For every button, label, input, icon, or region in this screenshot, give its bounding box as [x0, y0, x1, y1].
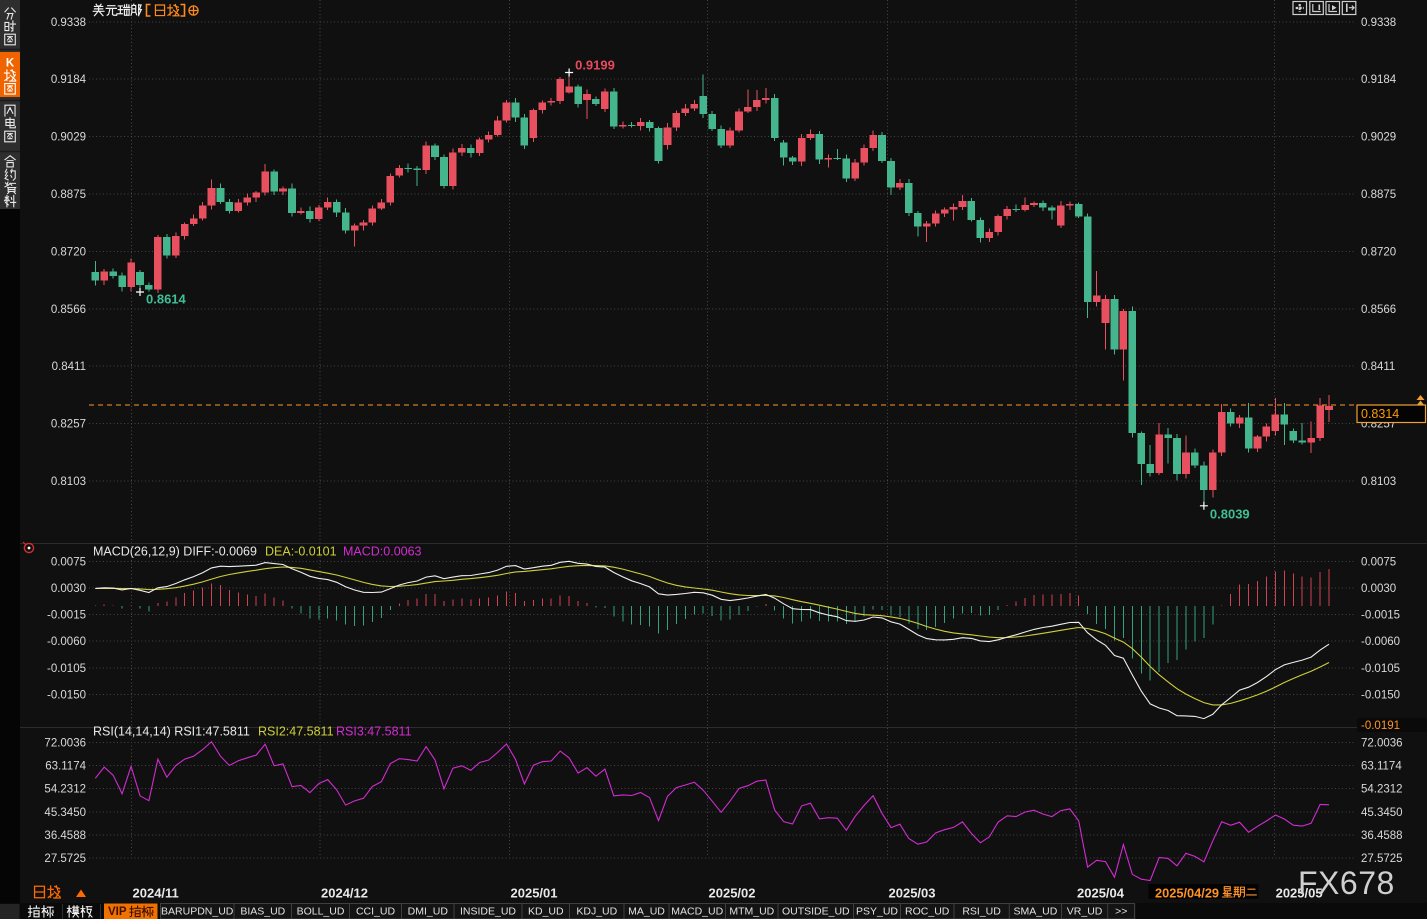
svg-text:45.3450: 45.3450 — [1361, 807, 1403, 819]
svg-text:36.4588: 36.4588 — [44, 830, 86, 842]
svg-text:63.1174: 63.1174 — [45, 761, 86, 773]
svg-text:0.9184: 0.9184 — [51, 74, 87, 86]
svg-text:KDJ_UD: KDJ_UD — [576, 906, 617, 918]
svg-text:K: K — [6, 58, 15, 70]
svg-text:2025/01: 2025/01 — [511, 886, 558, 901]
svg-text:MACD:0.0063: MACD:0.0063 — [343, 545, 422, 559]
svg-text:ROC_UD: ROC_UD — [905, 906, 950, 918]
svg-text:BIAS_UD: BIAS_UD — [240, 906, 285, 918]
svg-text:0.0075: 0.0075 — [1361, 557, 1396, 569]
svg-text:0.8875: 0.8875 — [1361, 189, 1396, 201]
svg-text:0.9029: 0.9029 — [51, 132, 86, 144]
svg-text:>>: >> — [1115, 906, 1127, 918]
svg-text:2025/04: 2025/04 — [1077, 886, 1125, 901]
svg-text:-0.0105: -0.0105 — [1361, 663, 1400, 675]
svg-text:BOLL_UD: BOLL_UD — [297, 906, 345, 918]
svg-text:CCI_UD: CCI_UD — [356, 906, 396, 918]
svg-text:0.8411: 0.8411 — [52, 361, 86, 373]
svg-text:SMA_UD: SMA_UD — [1014, 906, 1058, 918]
svg-text:MA_UD: MA_UD — [628, 906, 665, 918]
svg-text:MACD(26,12,9) DIFF:-0.0069: MACD(26,12,9) DIFF:-0.0069 — [93, 545, 257, 559]
svg-text:0.8039: 0.8039 — [1210, 506, 1250, 521]
svg-text:0.8314: 0.8314 — [1361, 407, 1399, 421]
svg-text:-0.0060: -0.0060 — [1361, 636, 1400, 648]
svg-text:27.5725: 27.5725 — [44, 853, 86, 865]
svg-text:BARUPDN_UD: BARUPDN_UD — [161, 906, 234, 918]
svg-text:0.9029: 0.9029 — [1361, 132, 1396, 144]
svg-text:0.8566: 0.8566 — [1361, 304, 1396, 316]
svg-text:FX678: FX678 — [1298, 865, 1395, 901]
svg-text:VR_UD: VR_UD — [1067, 906, 1103, 918]
svg-text:0.8566: 0.8566 — [51, 304, 86, 316]
svg-text:VIP: VIP — [108, 906, 127, 918]
svg-text:2024/12: 2024/12 — [321, 886, 368, 901]
svg-text:54.2312: 54.2312 — [44, 784, 86, 796]
svg-text:0.8411: 0.8411 — [1361, 361, 1395, 373]
svg-text:RSI(14,14,14) RSI1:47.5811: RSI(14,14,14) RSI1:47.5811 — [93, 725, 250, 739]
svg-text:0.8614: 0.8614 — [146, 292, 187, 307]
svg-text:-0.0150: -0.0150 — [47, 689, 86, 701]
svg-text:DEA:-0.0101: DEA:-0.0101 — [265, 545, 337, 559]
svg-text:0.8103: 0.8103 — [51, 476, 86, 488]
svg-text:0.9199: 0.9199 — [575, 58, 615, 73]
svg-text:-0.0015: -0.0015 — [47, 610, 86, 622]
svg-text:72.0036: 72.0036 — [44, 737, 86, 749]
svg-text:0.9184: 0.9184 — [1361, 74, 1397, 86]
svg-text:-0.0150: -0.0150 — [1361, 689, 1400, 701]
svg-text:2025/05: 2025/05 — [1276, 886, 1323, 901]
svg-text:2025/03: 2025/03 — [889, 886, 936, 901]
svg-text:DMI_UD: DMI_UD — [408, 906, 449, 918]
svg-text:0.8257: 0.8257 — [51, 419, 86, 431]
svg-text:0.9338: 0.9338 — [51, 17, 86, 29]
svg-text:-0.0060: -0.0060 — [47, 636, 86, 648]
svg-text:INSIDE_UD: INSIDE_UD — [460, 906, 516, 918]
svg-text:-0.0105: -0.0105 — [47, 663, 86, 675]
svg-text:0.0030: 0.0030 — [1361, 583, 1396, 595]
svg-text:2024/11: 2024/11 — [133, 886, 179, 901]
svg-text:0.8720: 0.8720 — [1361, 246, 1396, 258]
svg-text:OUTSIDE_UD: OUTSIDE_UD — [782, 906, 850, 918]
svg-text:MTM_UD: MTM_UD — [729, 906, 774, 918]
svg-text:0.0075: 0.0075 — [51, 557, 86, 569]
svg-text:PSY_UD: PSY_UD — [856, 906, 898, 918]
svg-text:0.0030: 0.0030 — [51, 583, 86, 595]
svg-text:RSI2:47.5811: RSI2:47.5811 — [258, 725, 334, 739]
svg-text:54.2312: 54.2312 — [1361, 784, 1403, 796]
svg-text:RSI_UD: RSI_UD — [962, 906, 1001, 918]
svg-text:2025/04/29: 2025/04/29 — [1155, 886, 1219, 901]
svg-text:0.8875: 0.8875 — [51, 189, 86, 201]
svg-text:RSI3:47.5811: RSI3:47.5811 — [336, 725, 412, 739]
svg-text:63.1174: 63.1174 — [1361, 761, 1402, 773]
svg-text:MACD_UD: MACD_UD — [671, 906, 723, 918]
svg-text:45.3450: 45.3450 — [44, 807, 86, 819]
svg-text:-0.0015: -0.0015 — [1361, 610, 1400, 622]
svg-text:72.0036: 72.0036 — [1361, 737, 1403, 749]
svg-text:0.9338: 0.9338 — [1361, 17, 1396, 29]
svg-text:0.8720: 0.8720 — [51, 246, 86, 258]
svg-text:-0.0191: -0.0191 — [1361, 720, 1400, 732]
svg-text:2025/02: 2025/02 — [709, 886, 756, 901]
svg-text:KD_UD: KD_UD — [528, 906, 564, 918]
svg-text:0.8103: 0.8103 — [1361, 476, 1396, 488]
svg-text:27.5725: 27.5725 — [1361, 853, 1403, 865]
svg-text:36.4588: 36.4588 — [1361, 830, 1403, 842]
